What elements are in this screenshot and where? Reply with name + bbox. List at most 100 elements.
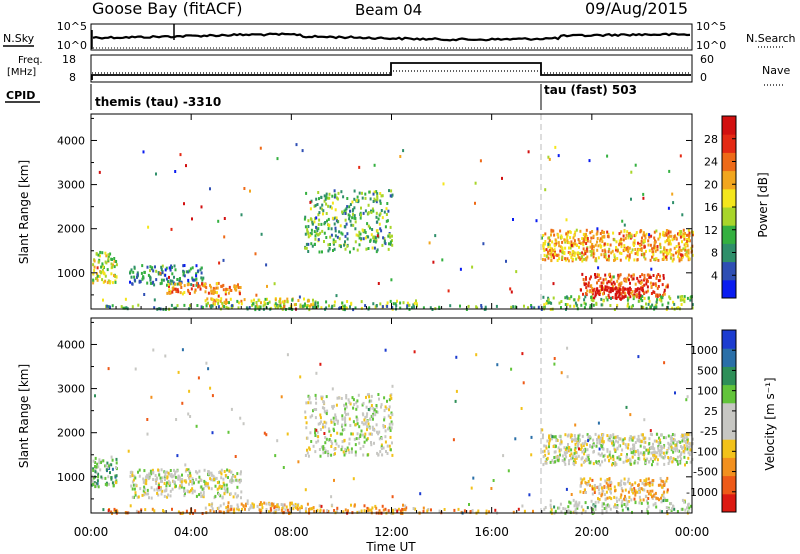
scatter-cell [643,278,645,282]
scatter-cell [394,302,397,306]
scatter-cell [333,247,336,251]
scatter-cell [678,449,681,453]
scatter-cell [655,300,658,304]
scatter-cell [322,425,324,429]
scatter-cell [545,446,548,450]
scatter-cell [308,308,311,312]
scatter-cell [582,448,585,452]
scatter-cell [369,226,371,230]
scatter-cell [279,298,282,301]
scatter-cell [568,446,570,449]
scatter-cell [561,459,564,462]
scatter-cell [315,397,317,401]
scatter-cell [238,290,241,294]
scatter-cell [621,508,624,512]
scatter-cell [585,257,587,261]
scatter-cell [517,507,520,511]
scatter-cell [110,477,113,481]
scatter-cell [681,295,684,298]
scatter-cell [381,453,384,457]
scatter-cell [363,509,366,513]
scatter-cell [667,456,670,459]
scatter-cell [594,504,597,508]
scatter-cell [234,492,237,496]
scatter-cell [322,451,325,455]
scatter-cell [396,299,398,303]
scatter-cell [354,443,357,447]
scatter-cell [369,406,372,410]
scatter-cell [177,477,180,481]
scatter-cell [647,477,650,481]
nsearch-label: N.Search [746,32,796,45]
scatter-cell [200,205,203,209]
scatter-cell [180,483,183,487]
scatter-cell [113,265,116,269]
scatter-cell [299,506,301,510]
scatter-cell [373,441,375,445]
scatter-cell [685,435,688,439]
scatter-cell [548,301,551,305]
scatter-cell [599,453,602,457]
scatter-cell [636,276,639,280]
scatter-cell [157,468,160,472]
scatter-cell [627,446,629,450]
scatter-cell [621,489,624,493]
scatter-cell [314,217,317,221]
scatter-cell [578,439,581,443]
scatter-cell [370,432,373,436]
scatter-cell [245,502,247,506]
scatter-cell [263,431,266,435]
scatter-cell [366,412,369,416]
scatter-cell [496,363,499,367]
scatter-cell [265,263,268,267]
scatter-cell [611,249,614,253]
scatter-cell [566,303,569,306]
scatter-cell [543,305,546,309]
nave-label: Nave [762,64,790,77]
scatter-cell [606,154,609,158]
scatter-cell [634,288,637,292]
scatter-cell [351,396,354,400]
scatter-cell [634,163,637,167]
scatter-cell [168,483,171,487]
scatter-cell [622,234,625,238]
scatter-cell [325,236,328,239]
scatter-cell [573,463,576,467]
scatter-cell [344,240,346,244]
scatter-cell [195,424,198,428]
nsky-tick-top: 10^5 [57,20,87,33]
scatter-cell [359,232,362,236]
scatter-cell [317,233,320,237]
scatter-cell [601,460,604,464]
scatter-cell [230,407,233,411]
freq-trace [91,62,691,80]
scatter-cell [570,243,573,247]
scatter-cell [179,280,182,284]
scatter-cell [217,281,220,285]
scatter-cell [474,201,476,205]
scatter-cell [592,299,595,302]
scatter-cell [307,401,310,405]
scatter-cell [171,286,174,290]
scatter-cell [544,461,547,465]
scatter-cell [399,306,402,310]
scatter-cell [618,290,621,294]
scatter-cell [150,486,153,490]
scatter-cell [671,436,673,440]
scatter-cell [209,477,212,481]
scatter-cell [101,278,104,282]
scatter-cell [207,291,210,295]
scatter-cell [170,227,173,231]
scatter-cell [222,288,225,292]
scatter-cell [138,474,141,478]
scatter-cell [355,437,358,441]
scatter-cell [345,413,347,416]
scatter-cell [645,279,648,283]
scatter-cell [134,367,137,371]
scatter-cell [615,290,618,294]
scatter-cell [576,504,579,508]
scatter-cell [408,303,411,307]
scatter-cell [637,484,640,487]
scatter-cell [648,299,651,303]
scatter-cell [624,291,627,295]
